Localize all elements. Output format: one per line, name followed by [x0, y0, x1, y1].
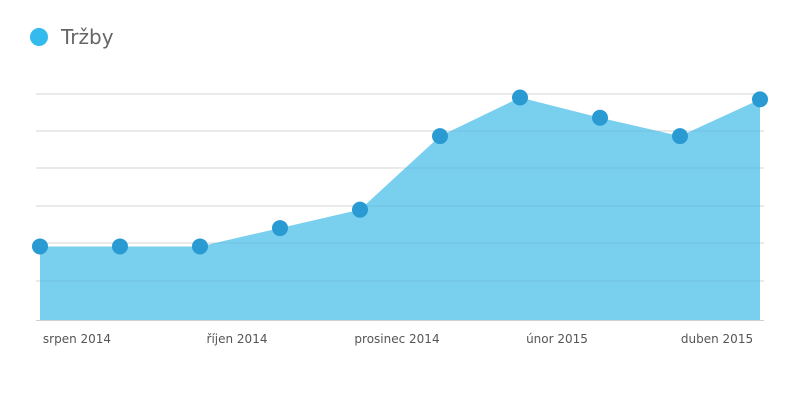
x-tick-label: prosinec 2014	[354, 332, 439, 346]
data-point	[432, 128, 448, 145]
data-point	[592, 109, 608, 126]
data-point	[192, 238, 208, 255]
legend-swatch	[30, 28, 48, 46]
x-tick-label: srpen 2014	[43, 332, 111, 346]
x-axis-ticks: srpen 2014 říjen 2014 prosinec 2014 únor 20…	[43, 332, 753, 346]
chart-legend: Tržby	[30, 24, 114, 50]
data-point	[352, 201, 368, 218]
data-point	[752, 91, 768, 108]
area-series	[36, 93, 764, 321]
data-point	[272, 220, 288, 237]
x-tick-label: duben 2015	[681, 332, 753, 346]
x-tick-label: říjen 2014	[207, 332, 268, 346]
data-point	[512, 89, 528, 106]
x-tick-label: únor 2015	[526, 332, 588, 346]
data-point	[112, 238, 128, 255]
data-point	[672, 128, 688, 145]
data-points	[32, 89, 768, 255]
legend-label[interactable]: Tržby	[61, 25, 114, 49]
area-fill	[40, 97, 760, 320]
data-point	[32, 238, 48, 255]
